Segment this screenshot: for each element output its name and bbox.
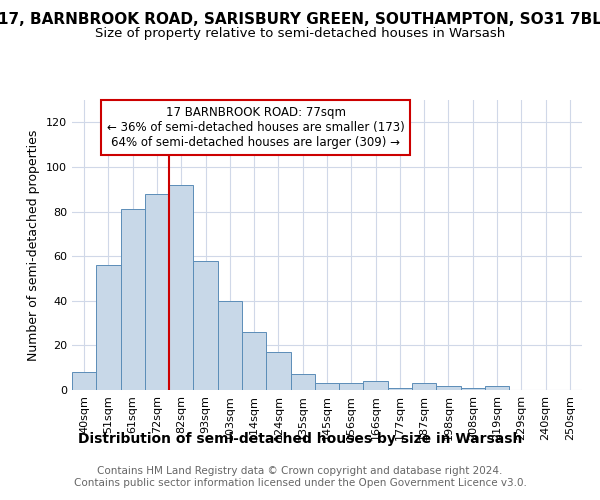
Bar — [290, 374, 315, 390]
Bar — [121, 210, 145, 390]
Text: 17, BARNBROOK ROAD, SARISBURY GREEN, SOUTHAMPTON, SO31 7BL: 17, BARNBROOK ROAD, SARISBURY GREEN, SOU… — [0, 12, 600, 28]
Bar — [364, 381, 388, 390]
Y-axis label: Number of semi-detached properties: Number of semi-detached properties — [28, 130, 40, 360]
Bar — [412, 384, 436, 390]
Bar — [461, 388, 485, 390]
Bar — [315, 384, 339, 390]
Bar — [145, 194, 169, 390]
Text: Distribution of semi-detached houses by size in Warsash: Distribution of semi-detached houses by … — [78, 432, 522, 446]
Bar — [96, 265, 121, 390]
Bar — [436, 386, 461, 390]
Bar — [218, 301, 242, 390]
Text: 17 BARNBROOK ROAD: 77sqm
← 36% of semi-detached houses are smaller (173)
64% of : 17 BARNBROOK ROAD: 77sqm ← 36% of semi-d… — [107, 106, 404, 149]
Bar — [388, 388, 412, 390]
Bar — [169, 185, 193, 390]
Bar — [72, 372, 96, 390]
Bar — [266, 352, 290, 390]
Bar — [485, 386, 509, 390]
Bar — [193, 260, 218, 390]
Bar — [242, 332, 266, 390]
Text: Contains HM Land Registry data © Crown copyright and database right 2024.
Contai: Contains HM Land Registry data © Crown c… — [74, 466, 526, 487]
Bar — [339, 384, 364, 390]
Text: Size of property relative to semi-detached houses in Warsash: Size of property relative to semi-detach… — [95, 28, 505, 40]
